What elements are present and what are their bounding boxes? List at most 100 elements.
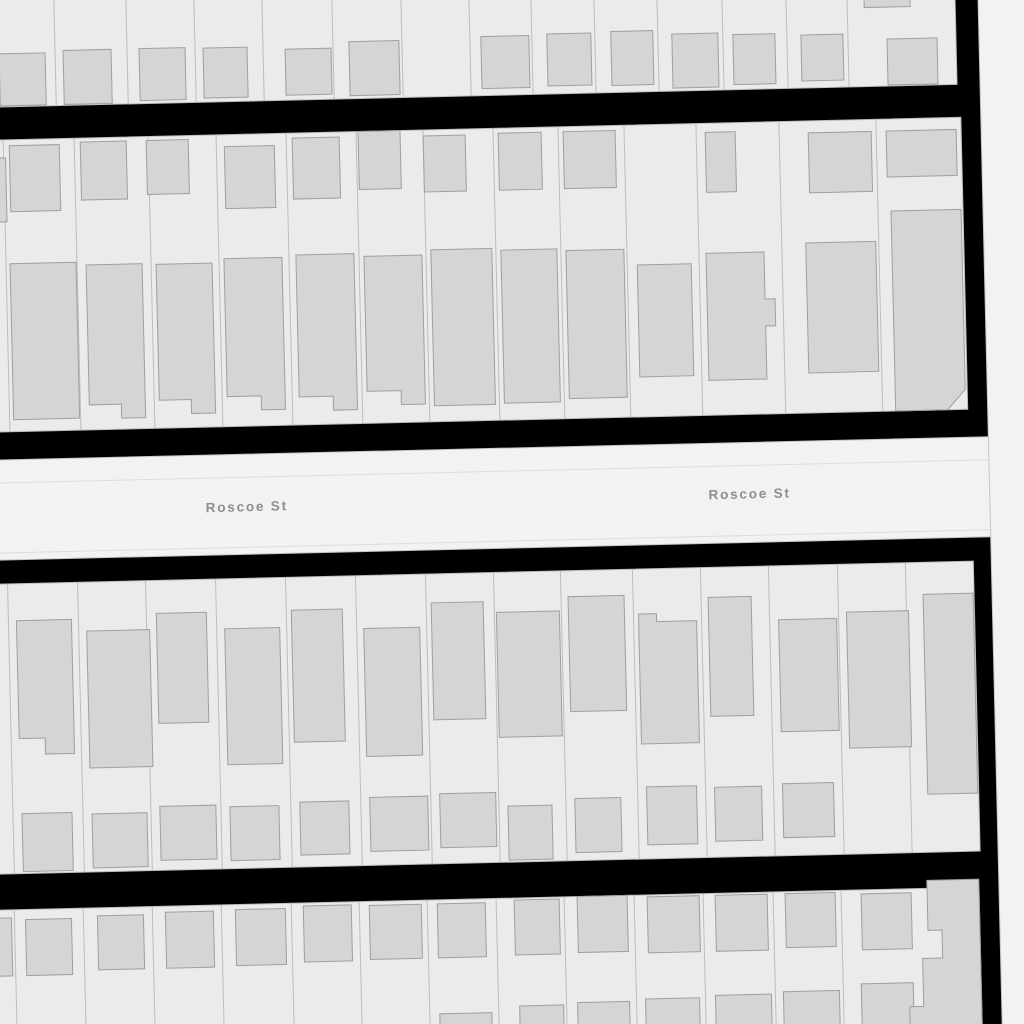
building-footprint [636, 263, 695, 378]
building-footprint [284, 47, 333, 96]
building-footprint [202, 46, 249, 99]
parcel-line [557, 126, 566, 419]
building-footprint [497, 131, 543, 191]
parcel-line [840, 890, 847, 1024]
parcel-line [778, 121, 787, 414]
building-footprint [576, 894, 629, 954]
parcel-line [699, 567, 708, 858]
building-footprint [363, 254, 426, 406]
building-footprint [224, 626, 284, 766]
building-footprint [500, 248, 561, 404]
parcel-line [563, 896, 570, 1024]
parcel-line [220, 904, 227, 1024]
building-footprint [0, 917, 14, 978]
building-footprint [885, 128, 958, 178]
building-footprint [671, 32, 720, 89]
building-footprint [860, 892, 913, 951]
building-footprint [91, 812, 149, 869]
parcel-line [82, 908, 89, 1024]
parcel-line [767, 565, 776, 856]
street-lane-line [0, 454, 1024, 485]
building-footprint [922, 592, 979, 795]
street-cross [975, 0, 1024, 1024]
building-footprint [9, 261, 81, 421]
building-footprint [430, 601, 487, 721]
parcel-line [354, 575, 363, 866]
building-footprint [565, 248, 628, 400]
parcel-line [77, 582, 85, 873]
building-footprint [145, 139, 190, 196]
building-footprint [348, 40, 401, 97]
parcel-line [192, 0, 197, 103]
building-footprint [159, 804, 218, 861]
building-footprint [782, 989, 843, 1024]
parcel-line [559, 570, 568, 861]
building-footprint [138, 47, 187, 102]
parcel-line [260, 0, 265, 101]
parcel-line [875, 119, 884, 412]
parcel-line [844, 0, 850, 87]
building-footprint [562, 129, 617, 190]
building-footprint [860, 982, 916, 1024]
building-footprint [646, 895, 701, 954]
building-footprint [15, 618, 76, 755]
parcel-line [783, 0, 789, 89]
building-footprint [845, 610, 913, 749]
parcel-line [355, 131, 364, 424]
parcel-line [654, 0, 660, 92]
building-footprint [546, 32, 593, 87]
building-footprint [430, 247, 496, 407]
building-footprint [363, 626, 424, 758]
building-footprint [223, 144, 277, 210]
parcel-line [492, 572, 501, 863]
parcel-line [424, 574, 433, 864]
building-footprint [302, 904, 354, 963]
street-label: Roscoe St [206, 498, 289, 515]
street-label: Roscoe St [708, 485, 791, 502]
building-footprint [164, 910, 216, 969]
building-footprint [85, 263, 147, 419]
building-footprint [480, 34, 531, 90]
parcel-line [285, 133, 294, 426]
parcel-line [73, 138, 82, 431]
street-roscoe [0, 431, 1024, 562]
parcel-line [330, 0, 335, 100]
parcel-line [124, 0, 129, 104]
parcel-line [399, 0, 404, 98]
building-footprint [0, 52, 47, 107]
building-footprint [577, 1000, 633, 1024]
parcel-line [719, 0, 725, 90]
building-footprint [784, 891, 837, 949]
building-footprint [299, 800, 351, 856]
parcel-line [214, 578, 223, 869]
parcel-line [284, 577, 293, 868]
building-footprint [223, 256, 287, 411]
building-footprint [8, 144, 62, 213]
building-footprint [886, 37, 939, 86]
parcel-line [358, 901, 365, 1024]
building-footprint [778, 617, 840, 733]
parcel-line [623, 125, 632, 418]
building-footprint [86, 629, 154, 769]
building-footprint [291, 136, 342, 200]
building-footprint [705, 251, 777, 381]
parcel-line [290, 903, 297, 1024]
building-footprint [707, 595, 755, 717]
building-footprint [909, 878, 985, 1024]
building-footprint [704, 131, 738, 193]
building-footprint [567, 594, 628, 713]
building-footprint [436, 902, 487, 959]
building-footprint [229, 805, 281, 862]
parcel-line [492, 128, 501, 421]
parcel-line [467, 0, 472, 96]
parcel-line [631, 569, 640, 860]
building-footprint [155, 262, 217, 415]
parcel-line [495, 898, 502, 1024]
building-footprint [368, 903, 423, 960]
building-footprint [79, 140, 129, 201]
parcel-line [13, 909, 20, 1024]
building-footprint [714, 785, 764, 842]
parcel-line [215, 134, 224, 427]
